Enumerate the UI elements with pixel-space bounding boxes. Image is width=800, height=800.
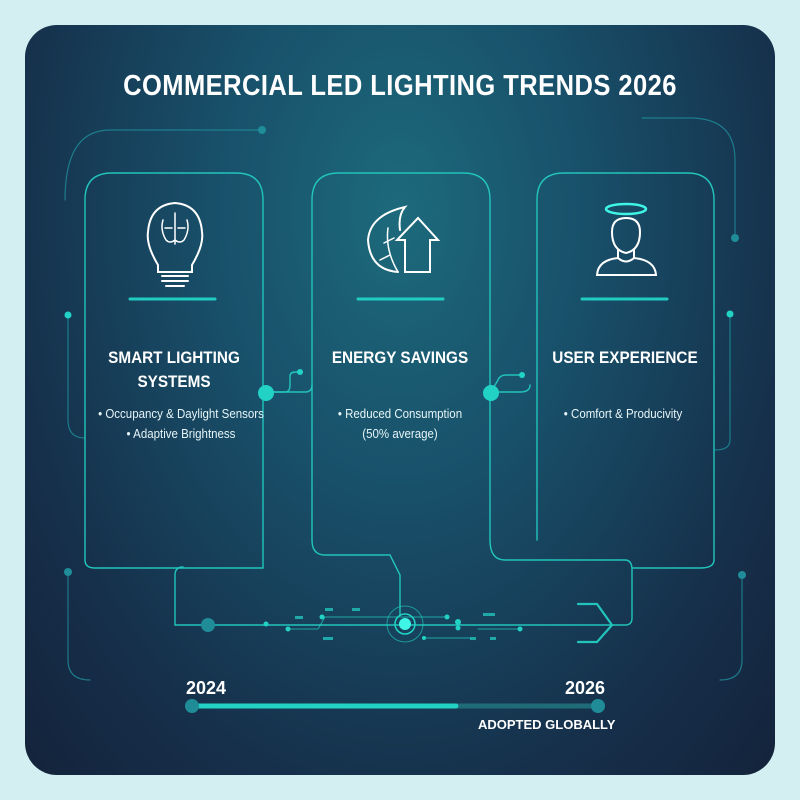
infographic-panel	[25, 25, 775, 775]
card-bullets-smart-lighting: • Occupancy & Daylight Sensors • Adaptiv…	[80, 404, 282, 444]
card-outline	[311, 172, 491, 541]
leaf-arrow-up-icon	[366, 205, 441, 273]
card-outline	[84, 172, 264, 561]
card-title-line: USER EXPERIENCE	[552, 348, 698, 367]
card-outline	[536, 172, 715, 561]
card-title-energy-savings: ENERGY SAVINGS	[310, 346, 490, 370]
bullet-item: • Adaptive Brightness	[126, 427, 236, 441]
glowing-node	[386, 605, 424, 643]
brain-lightbulb-icon	[146, 201, 204, 287]
card-title-line: ENERGY SAVINGS	[331, 348, 469, 367]
bullet-item: (50% average)	[362, 427, 438, 441]
timeline-end-label: 2026	[565, 678, 606, 698]
card-title-smart-lighting: SMART LIGHTING SYSTEMS	[84, 346, 264, 394]
bullet-item: • Reduced Consumption	[337, 407, 463, 421]
bullet-item: • Occupancy & Daylight Sensors	[98, 407, 264, 421]
card-bullets-energy-savings: • Reduced Consumption (50% average)	[299, 404, 501, 444]
timeline-start-node	[185, 699, 199, 713]
person-halo-icon	[595, 202, 658, 276]
timeline-start-label: 2024	[186, 678, 227, 698]
card-bullets-user-experience: • Comfort & Producivity	[522, 404, 724, 424]
card-title-line: SYSTEMS	[137, 372, 211, 391]
bullet-item: • Comfort & Producivity	[563, 407, 683, 421]
page-title: COMMERCIAL LED LIGHTING TRENDS 2026	[123, 70, 677, 102]
timeline-caption: ADOPTED GLOBALLY	[478, 717, 616, 732]
card-title-line: SMART LIGHTING	[108, 348, 240, 367]
card-title-user-experience: USER EXPERIENCE	[535, 346, 715, 370]
timeline-end-node	[591, 699, 605, 713]
